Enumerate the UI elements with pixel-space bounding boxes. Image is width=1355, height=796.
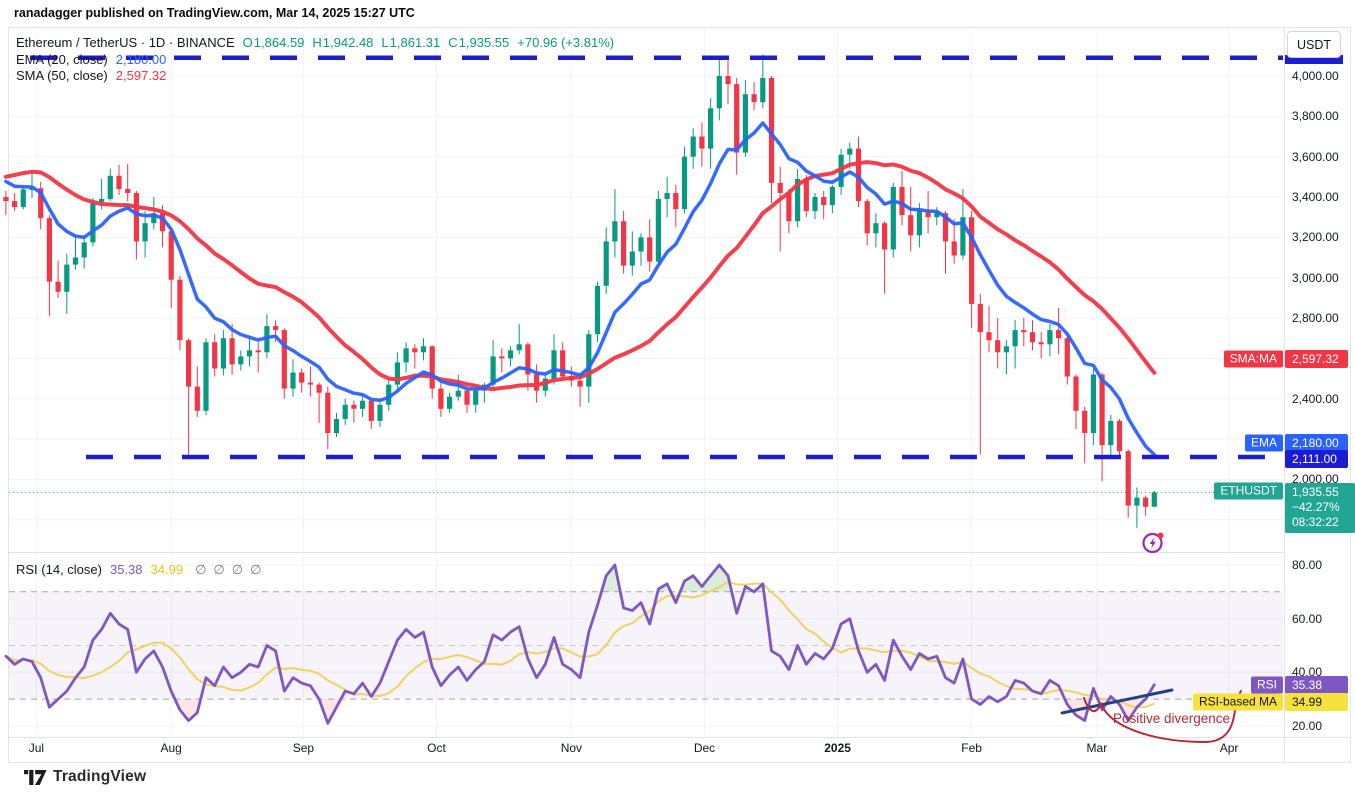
- price-axis-tick: 2,000.00: [1292, 472, 1339, 487]
- ema-axis-chip: EMA: [1244, 434, 1283, 452]
- ema-legend[interactable]: EMA (20, close) 2,180.00: [16, 52, 166, 67]
- ohlc-high-value: 1,942.48: [322, 35, 374, 50]
- time-axis-label: Dec: [693, 741, 716, 755]
- time-axis-label: Sep: [292, 741, 315, 755]
- price-axis-tick: 3,000.00: [1292, 270, 1339, 285]
- ohlc-high-key: H: [312, 35, 322, 50]
- currency-unit-button[interactable]: USDT: [1287, 31, 1341, 58]
- sma-legend-value: 2,597.32: [115, 68, 167, 83]
- price-axis-tick: 3,200.00: [1292, 230, 1339, 245]
- time-axis-label: Mar: [1086, 741, 1108, 755]
- bar-countdown: 08:32:22: [1292, 515, 1339, 529]
- price-axis-tick: 2,400.00: [1292, 391, 1339, 406]
- empty-set-icon: ∅: [195, 562, 207, 577]
- rsi-axis-tick: 40.00: [1292, 665, 1323, 680]
- price-axis-separator: [1284, 27, 1285, 762]
- rsi-ma-axis-chip: RSI-based MA: [1192, 693, 1283, 711]
- rsi-ma-legend-value: 34.99: [150, 562, 184, 577]
- frame-top-border: [8, 27, 1351, 28]
- symbol-axis-chip: ETHUSDT: [1214, 482, 1283, 500]
- last-price-axis-tag: 1,935.55 −42.27% 08:32:22: [1285, 483, 1355, 533]
- ohlc-open-key: O: [242, 35, 253, 50]
- empty-set-icon: ∅: [250, 562, 262, 577]
- ema-axis-tag: 2,180.00: [1285, 434, 1348, 452]
- price-axis-tick: 4,000.00: [1292, 69, 1339, 83]
- rsi-axis-chip: RSI: [1250, 676, 1283, 694]
- attribution-text: ranadagger published on TradingView.com,…: [14, 6, 415, 20]
- price-axis-tick: 2,800.00: [1292, 311, 1339, 325]
- ema-legend-label: EMA (20, close): [16, 52, 108, 67]
- flash-idea-icon[interactable]: [1140, 529, 1167, 561]
- rsi-ma-axis-tag: 34.99: [1285, 693, 1348, 711]
- time-axis-label: Feb: [961, 741, 982, 755]
- rsi-axis-tag: 35.38: [1285, 676, 1348, 694]
- ohlc-close-key: C: [448, 35, 458, 50]
- tradingview-mark-icon: [24, 769, 47, 785]
- sma-legend[interactable]: SMA (50, close) 2,597.32: [16, 68, 166, 83]
- pane-separator: [8, 552, 1284, 553]
- price-axis-tick: 3,400.00: [1292, 190, 1339, 204]
- rsi-legend-value: 35.38: [109, 562, 143, 577]
- last-price-change: −42.27%: [1292, 500, 1340, 514]
- time-axis-label: Nov: [560, 741, 583, 755]
- last-price-value: 1,935.55: [1292, 485, 1339, 499]
- time-axis-label: Oct: [427, 741, 446, 755]
- time-axis-label: 2025: [824, 741, 851, 755]
- time-axis-label: Apr: [1219, 741, 1239, 755]
- rsi-axis-tick: 20.00: [1292, 719, 1323, 733]
- ema-legend-value: 2,180.00: [115, 52, 167, 67]
- rsi-axis-tick: 80.00: [1292, 558, 1323, 572]
- time-axis-label: Aug: [160, 741, 182, 755]
- positive-divergence-annotation: Positive divergence: [1113, 711, 1231, 726]
- ohlc-low-key: L: [381, 35, 389, 50]
- ohlc-high: H 1,942.48: [312, 35, 373, 50]
- ohlc-close-value: 1,935.55: [458, 35, 510, 50]
- rsi-legend-label: RSI (14, close): [16, 562, 102, 577]
- frame-bottom-border: [8, 762, 1351, 763]
- rsi-axis-tick: 60.00: [1292, 611, 1323, 626]
- symbol-legend[interactable]: Ethereum / TetherUS · 1D · BINANCE O 1,86…: [16, 35, 614, 50]
- price-axis-tick: 3,600.00: [1292, 149, 1339, 164]
- tradingview-logo[interactable]: TradingView: [24, 768, 146, 786]
- time-axis-label: Jul: [28, 741, 45, 755]
- sma-legend-label: SMA (50, close): [16, 68, 108, 83]
- ohlc-close: C 1,935.55: [448, 35, 509, 50]
- tradingview-wordmark: TradingView: [53, 768, 147, 785]
- rsi-empty-slots: ∅ ∅ ∅ ∅: [195, 562, 261, 578]
- rsi-legend[interactable]: RSI (14, close) 35.38 34.99 ∅ ∅ ∅ ∅: [16, 562, 261, 578]
- resistance-level-axis-tag: [1285, 55, 1343, 64]
- ohlc-open: O 1,864.59: [243, 35, 305, 50]
- frame-left-border: [8, 27, 9, 762]
- change-value: +70.96 (+3.81%): [517, 35, 615, 50]
- ohlc-open-value: 1,864.59: [253, 35, 305, 50]
- time-axis-separator: [8, 737, 1351, 738]
- frame-right-border: [1350, 27, 1351, 762]
- price-axis-tick: 3,800.00: [1292, 109, 1339, 124]
- sma-axis-chip: SMA:MA: [1223, 350, 1283, 368]
- sma-axis-tag: 2,597.32: [1285, 350, 1348, 368]
- symbol-title: Ethereum / TetherUS · 1D · BINANCE: [16, 35, 235, 50]
- empty-set-icon: ∅: [231, 562, 244, 577]
- empty-set-icon: ∅: [213, 562, 225, 577]
- ohlc-low-value: 1,861.31: [389, 35, 441, 50]
- support-axis-tag: 2,111.00: [1285, 450, 1348, 468]
- ohlc-low: L 1,861.31: [381, 35, 440, 50]
